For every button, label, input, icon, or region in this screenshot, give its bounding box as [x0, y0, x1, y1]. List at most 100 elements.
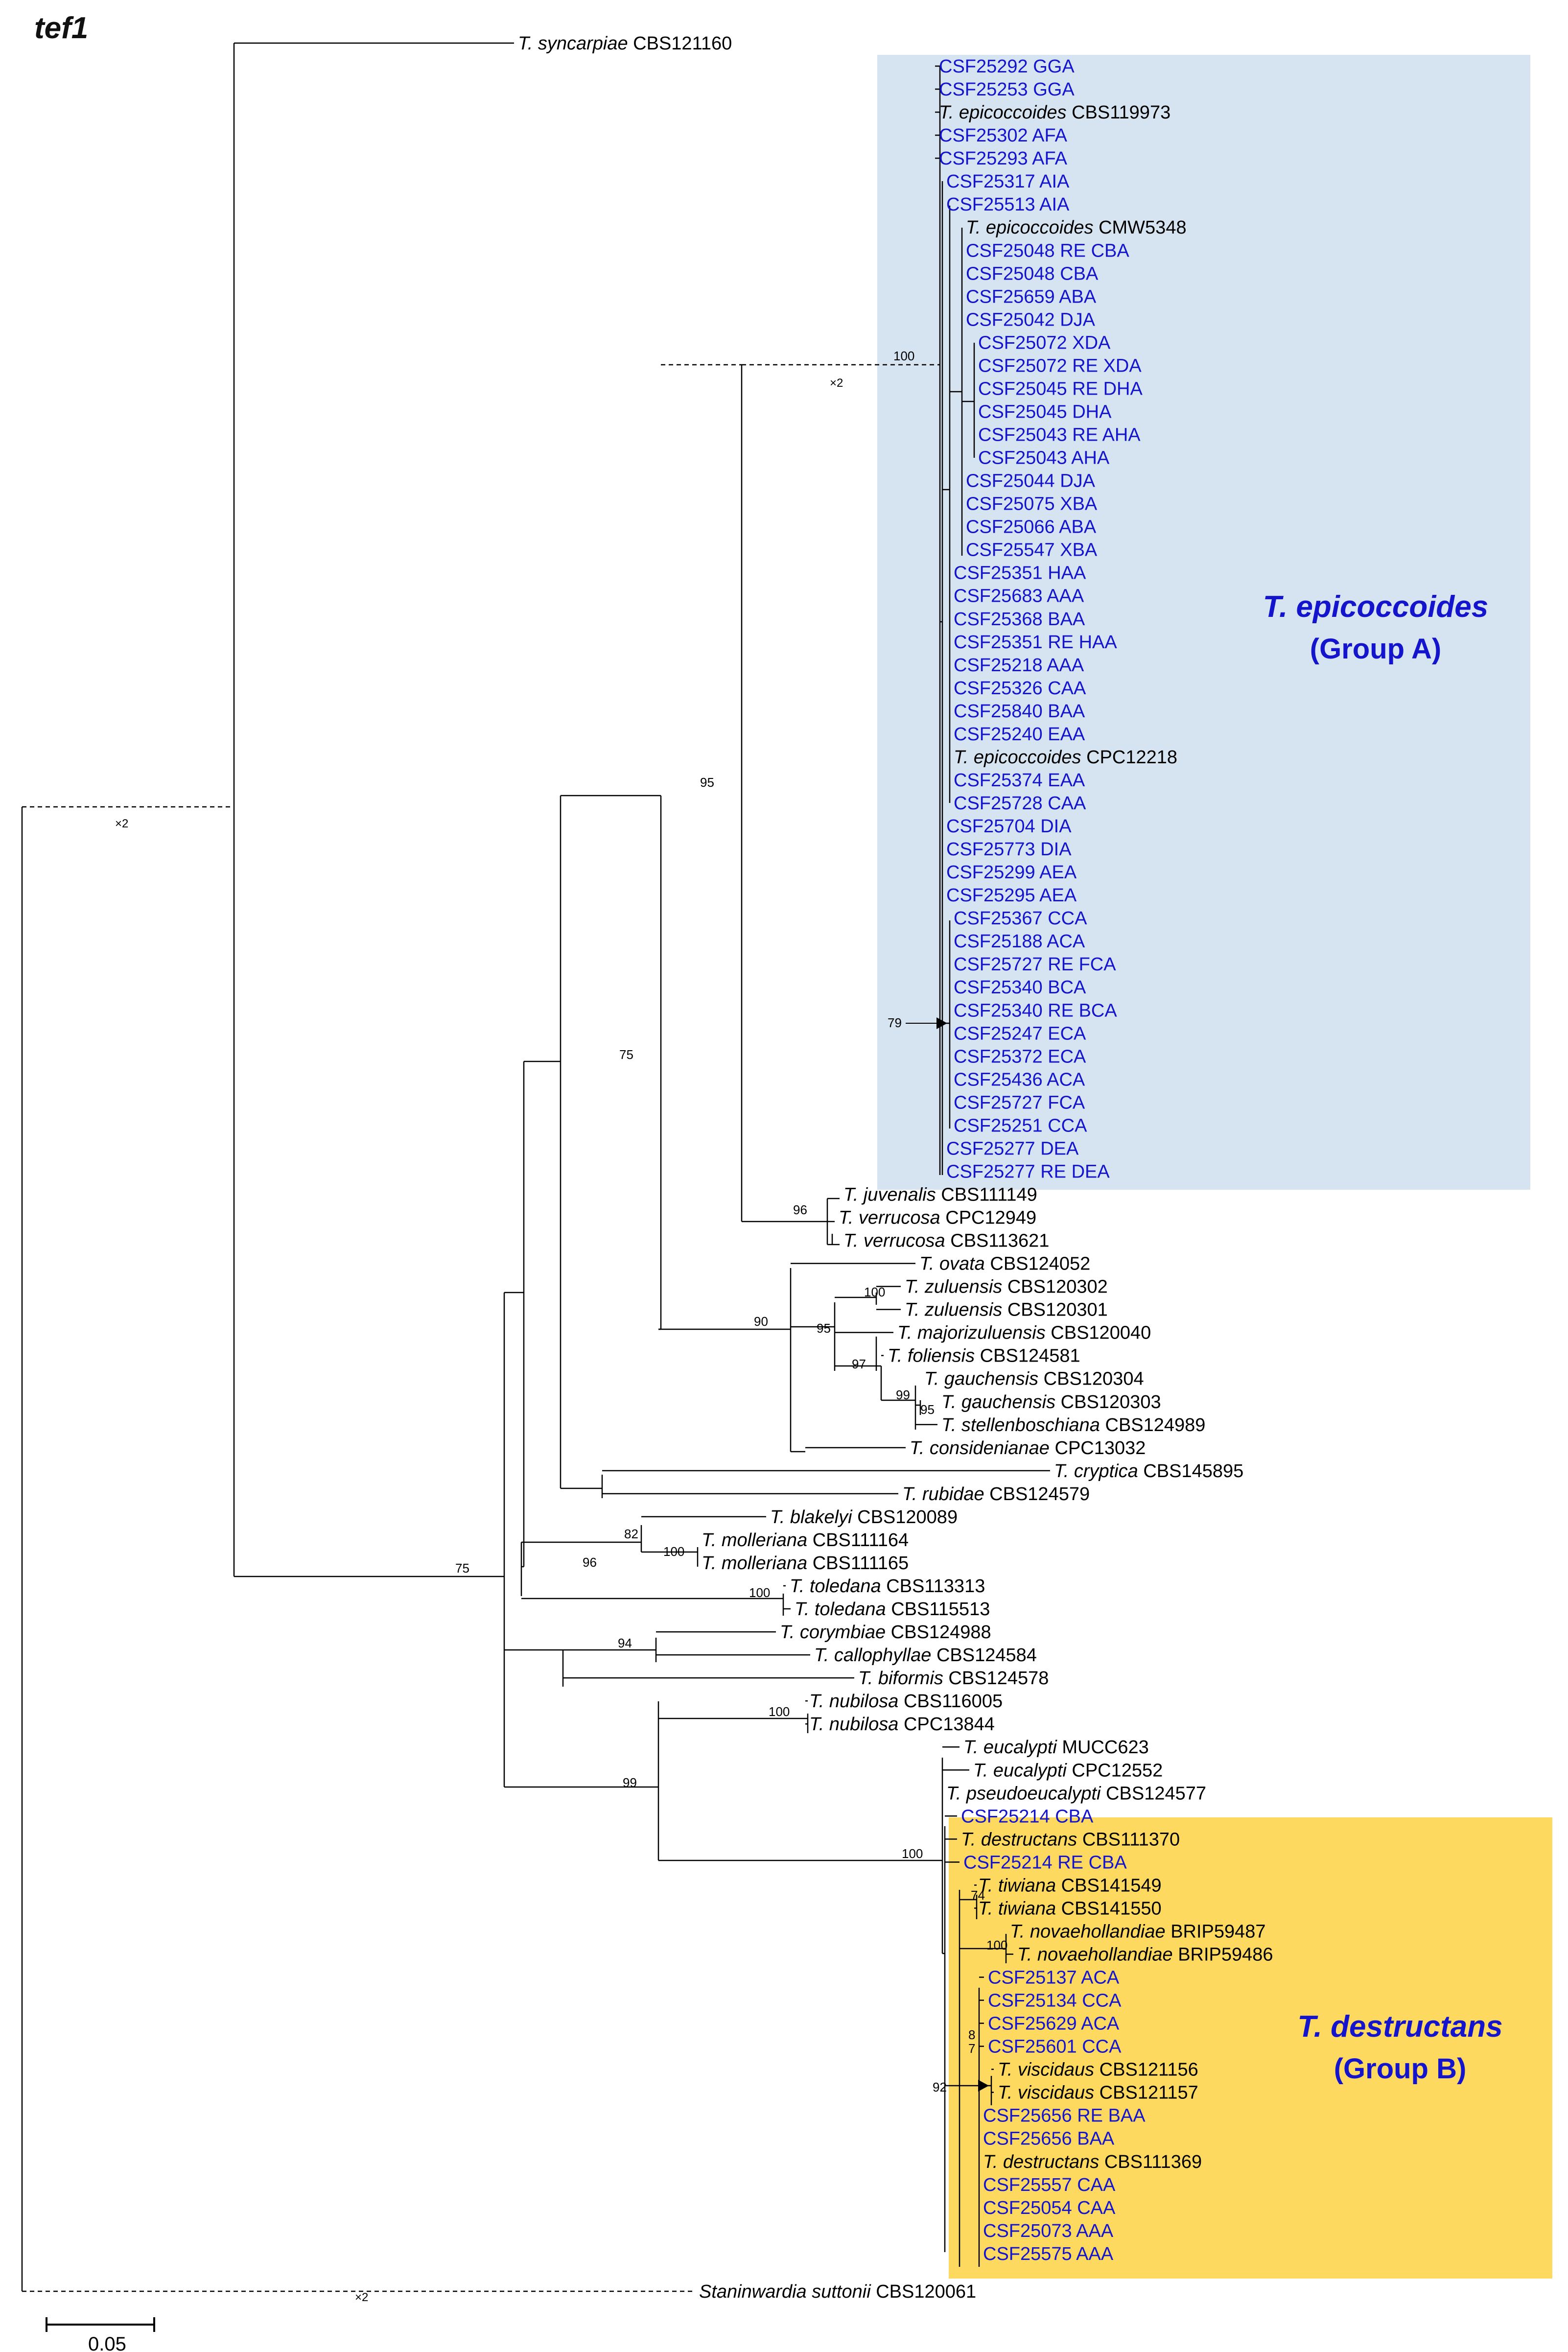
leaf-species-name: T. syncarpiae — [518, 33, 628, 54]
leaf-strain-code: CBS120302 — [1002, 1277, 1108, 1297]
bootstrap-value: 7 — [968, 2041, 975, 2056]
branch-break-marker: ×2 — [115, 817, 128, 830]
bootstrap-value: 99 — [896, 1388, 910, 1402]
leaf-strain-code: CBS111164 — [807, 1530, 909, 1551]
leaf-label: T. verrucosa CBS113621 — [843, 1231, 1049, 1251]
leaf-label: T. molleriana CBS111164 — [702, 1530, 909, 1551]
leaf-strain-code: CBS141549 — [1056, 1875, 1162, 1896]
bootstrap-value: 100 — [864, 1285, 885, 1299]
leaf-label: CSF25683 AAA — [954, 586, 1084, 607]
leaf-species-name: T. foliensis — [888, 1346, 975, 1366]
leaf-strain-code: CBS120301 — [1002, 1300, 1108, 1320]
leaf-label: Staninwardia suttonii CBS120061 — [699, 2281, 976, 2302]
leaf-species-name: T. corymbiae — [780, 1622, 886, 1643]
leaf-label: CSF25293 AFA — [939, 148, 1068, 169]
group-b-highlight-box — [949, 1817, 1552, 2279]
leaf-species-name: T. ovata — [919, 1254, 985, 1274]
leaf-strain-code: CBS120303 — [1055, 1392, 1161, 1412]
leaf-label: T. epicoccoides CBS119973 — [939, 102, 1170, 123]
leaf-species-name: T. eucalypti — [973, 1760, 1067, 1781]
leaf-label: T. stellenboschiana CBS124989 — [941, 1415, 1205, 1435]
leaf-label: CSF25351 RE HAA — [954, 632, 1117, 653]
branch-layer — [21, 42, 1050, 2292]
leaf-species-name: T. molleriana — [702, 1530, 807, 1551]
leaf-label: CSF25317 AIA — [946, 171, 1070, 192]
leaf-species-name: T. destructans — [983, 2152, 1099, 2172]
leaf-species-name: T. gauchensis — [924, 1369, 1038, 1389]
leaf-strain-code: CBS120089 — [852, 1507, 958, 1528]
leaf-species-name: T. epicoccoides — [939, 102, 1067, 123]
leaf-label: T. rubidae CBS124579 — [902, 1484, 1090, 1505]
leaf-label: CSF25292 GGA — [939, 56, 1075, 77]
leaf-label: CSF25704 DIA — [946, 816, 1072, 837]
group-b-group-label: (Group B) — [1334, 2053, 1467, 2085]
leaf-label: T. zuluensis CBS120302 — [905, 1277, 1108, 1297]
leaf-label: T. cryptica CBS145895 — [1054, 1461, 1243, 1482]
leaf-label: CSF25727 FCA — [954, 1092, 1085, 1113]
leaf-species-name: T. cryptica — [1054, 1461, 1138, 1482]
bootstrap-value: 99 — [623, 1775, 637, 1790]
support-value-layer: 100 95 96 75 90 95 100 97 99 95 82 96 100 100 75 94 99 10… — [455, 349, 1007, 2094]
leaf-species-name: T. zuluensis — [905, 1277, 1002, 1297]
leaf-label: CSF25214 CBA — [961, 1806, 1094, 1827]
leaf-label: CSF25277 DEA — [946, 1138, 1079, 1159]
pointer-arrowhead — [936, 1017, 947, 1029]
leaf-label: CSF25075 XBA — [966, 494, 1098, 515]
leaf-strain-code: CBS111370 — [1077, 1829, 1180, 1850]
leaf-label: CSF25656 BAA — [983, 2129, 1115, 2149]
leaf-label: T. nubilosa CBS116005 — [809, 1691, 1003, 1712]
leaf-species-name: T. nubilosa — [809, 1714, 898, 1735]
leaf-strain-code: CBS120304 — [1038, 1369, 1144, 1389]
leaf-label: T. pseudoeucalypti CBS124577 — [946, 1783, 1206, 1804]
leaf-label: CSF25044 DJA — [966, 471, 1096, 492]
leaf-label: T. gauchensis CBS120303 — [941, 1392, 1161, 1412]
leaf-species-name: T. epicoccoides — [966, 217, 1094, 238]
leaf-label: T. novaehollandiae BRIP59487 — [1010, 1921, 1266, 1942]
leaf-label: CSF25253 GGA — [939, 79, 1075, 100]
leaf-label: CSF25326 CAA — [954, 678, 1086, 699]
leaf-label: T. novaehollandiae BRIP59486 — [1017, 1944, 1273, 1965]
leaf-label: T. epicoccoides CMW5348 — [966, 217, 1187, 238]
leaf-label: T. destructans CBS111369 — [983, 2152, 1202, 2172]
leaf-label: CSF25277 RE DEA — [946, 1161, 1110, 1182]
leaf-label: T. molleriana CBS111165 — [702, 1553, 909, 1574]
group-a-species-label: T. epicoccoides — [1263, 590, 1489, 624]
leaf-species-name: T. nubilosa — [809, 1691, 898, 1712]
pointer-arrowhead — [978, 2080, 989, 2092]
leaf-label: CSF25214 RE CBA — [963, 1852, 1127, 1873]
leaf-strain-code: CBS145895 — [1138, 1461, 1244, 1482]
leaf-strain-code: CPC13844 — [898, 1714, 994, 1735]
leaf-strain-code: MUCC623 — [1057, 1737, 1149, 1758]
leaf-label: T. tiwiana CBS141549 — [978, 1875, 1162, 1896]
leaf-label: CSF25045 DHA — [978, 401, 1112, 422]
leaf-label: T. viscidaus CBS121157 — [998, 2083, 1198, 2103]
leaf-label: T. juvenalis CBS111149 — [843, 1185, 1037, 1205]
leaf-label: T. gauchensis CBS120304 — [924, 1369, 1144, 1389]
group-a-highlight-box — [877, 55, 1530, 1190]
break-marker-layer: ×2 ×2 ×2 — [115, 376, 843, 2304]
leaf-label: CSF25072 XDA — [978, 332, 1111, 353]
leaf-label: CSF25656 RE BAA — [983, 2106, 1146, 2126]
bootstrap-value: 79 — [888, 1015, 902, 1030]
leaf-strain-code: CBS120040 — [1046, 1323, 1151, 1343]
leaf-label: CSF25251 CCA — [954, 1115, 1087, 1136]
bootstrap-value: 100 — [749, 1585, 770, 1600]
leaf-label: T. destructans CBS111370 — [961, 1829, 1180, 1850]
leaf-label: CSF25728 CAA — [954, 793, 1086, 814]
group-label-layer: T. epicoccoides (Group A) T. destructans (G… — [1263, 590, 1503, 2085]
leaf-label: T. foliensis CBS124581 — [888, 1346, 1080, 1366]
leaf-strain-code: CBS124052 — [985, 1254, 1091, 1274]
bootstrap-value: 100 — [893, 349, 914, 363]
leaf-species-name: T. majorizuluensis — [897, 1323, 1046, 1343]
leaf-label: CSF25134 CCA — [988, 1991, 1122, 2011]
leaf-label: CSF25045 RE DHA — [978, 378, 1143, 399]
leaf-species-name: T. verrucosa — [843, 1231, 945, 1251]
leaf-label: CSF25054 CAA — [983, 2198, 1116, 2218]
leaf-label: T. eucalypti CPC12552 — [973, 1760, 1163, 1781]
leaf-label: CSF25372 ECA — [954, 1046, 1086, 1067]
leaf-label: T. verrucosa CPC12949 — [839, 1208, 1036, 1228]
leaf-label: CSF25048 RE CBA — [966, 240, 1129, 261]
leaf-strain-code: BRIP59487 — [1166, 1921, 1266, 1942]
leaf-species-name: T. considenianae — [910, 1438, 1050, 1458]
